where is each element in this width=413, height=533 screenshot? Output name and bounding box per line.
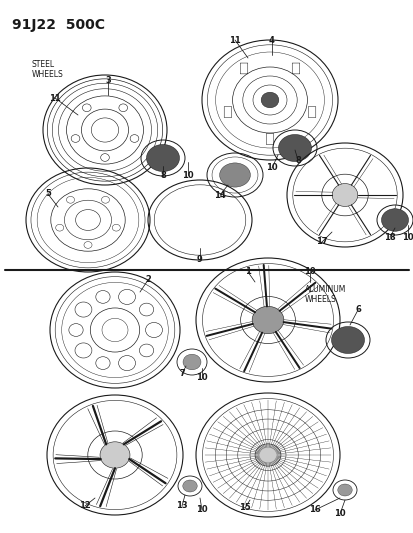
Ellipse shape bbox=[332, 183, 357, 206]
Text: 10: 10 bbox=[182, 171, 193, 180]
Text: 10: 10 bbox=[333, 510, 345, 519]
Text: STEEL
WHEELS: STEEL WHEELS bbox=[32, 60, 64, 79]
Text: 9: 9 bbox=[197, 255, 202, 264]
Text: ALUMINUM
WHEELS: ALUMINUM WHEELS bbox=[304, 285, 346, 304]
Text: 10: 10 bbox=[196, 505, 207, 514]
Text: 10: 10 bbox=[304, 268, 315, 277]
Text: 14: 14 bbox=[214, 190, 225, 199]
Ellipse shape bbox=[380, 209, 408, 231]
Text: 11: 11 bbox=[228, 36, 240, 44]
Ellipse shape bbox=[252, 306, 283, 334]
Ellipse shape bbox=[219, 163, 250, 187]
Text: 91J22  500C: 91J22 500C bbox=[12, 18, 105, 32]
Text: 10: 10 bbox=[266, 164, 277, 173]
Text: 8: 8 bbox=[294, 156, 300, 165]
Text: 6: 6 bbox=[354, 305, 360, 314]
Text: 15: 15 bbox=[239, 504, 250, 513]
Text: 17: 17 bbox=[316, 238, 327, 246]
Text: 16: 16 bbox=[309, 505, 320, 514]
Text: 10: 10 bbox=[196, 374, 207, 383]
Ellipse shape bbox=[337, 484, 351, 496]
Ellipse shape bbox=[146, 144, 179, 172]
Text: 10: 10 bbox=[401, 232, 413, 241]
Text: 7: 7 bbox=[179, 369, 185, 378]
Text: 1: 1 bbox=[244, 268, 250, 277]
Ellipse shape bbox=[183, 354, 201, 370]
Ellipse shape bbox=[100, 442, 130, 468]
Text: 18: 18 bbox=[383, 232, 395, 241]
Text: 11: 11 bbox=[49, 93, 61, 102]
Text: 5: 5 bbox=[45, 190, 51, 198]
Text: 12: 12 bbox=[79, 502, 91, 511]
Ellipse shape bbox=[261, 92, 278, 108]
Text: 2: 2 bbox=[145, 276, 151, 285]
Ellipse shape bbox=[278, 134, 311, 161]
Text: 4: 4 bbox=[268, 36, 274, 44]
Ellipse shape bbox=[331, 327, 363, 353]
Text: 8: 8 bbox=[160, 172, 166, 181]
Ellipse shape bbox=[254, 444, 280, 466]
Text: 3: 3 bbox=[105, 76, 111, 85]
Ellipse shape bbox=[183, 480, 197, 492]
Text: 13: 13 bbox=[176, 502, 188, 511]
